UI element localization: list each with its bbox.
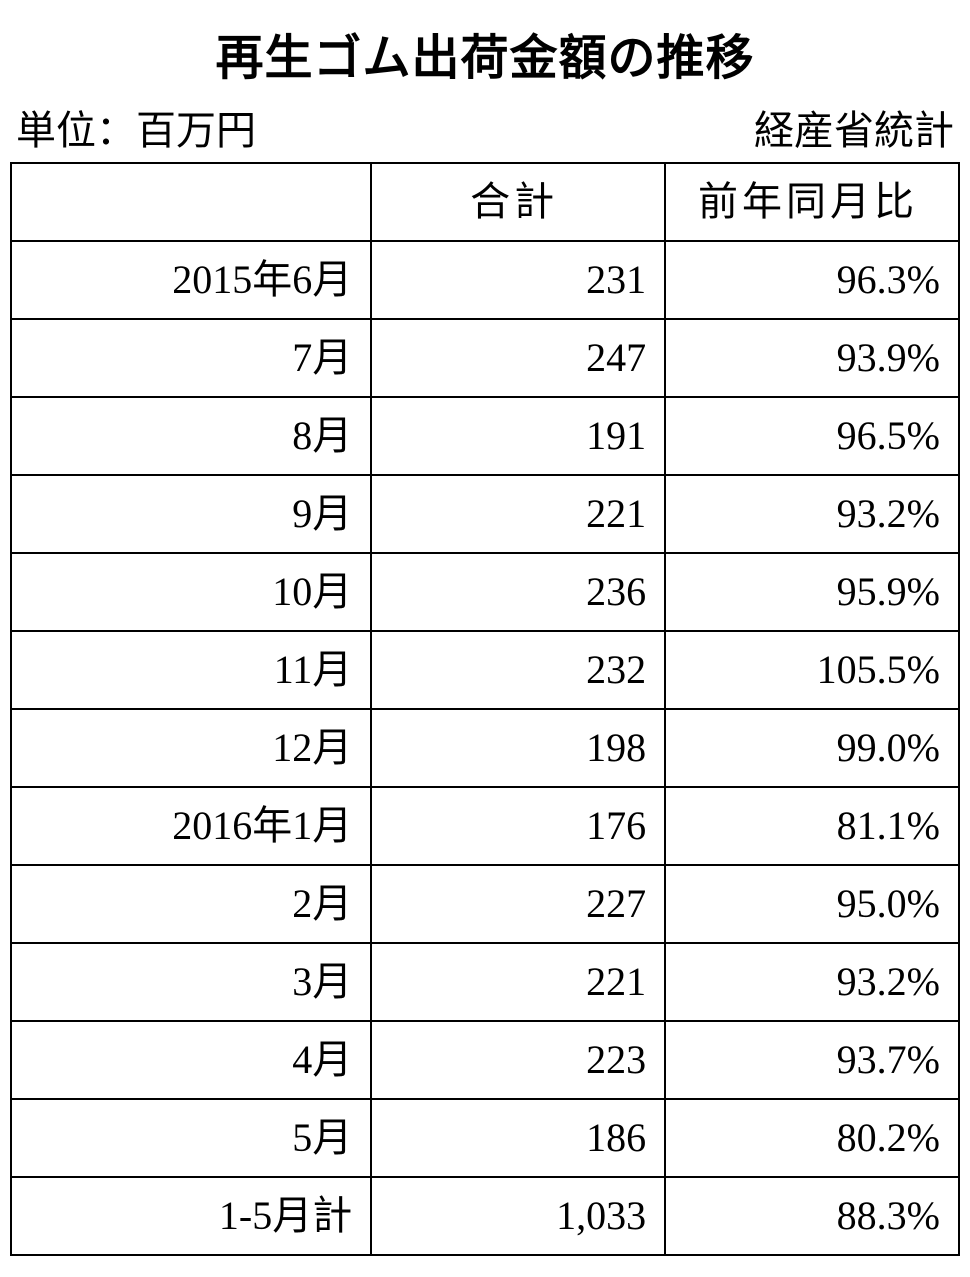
cell-total: 191 bbox=[371, 397, 665, 475]
cell-yoy: 105.5% bbox=[665, 631, 959, 709]
table-row: 3月22193.2% bbox=[11, 943, 959, 1021]
cell-total: 227 bbox=[371, 865, 665, 943]
table-row: 10月23695.9% bbox=[11, 553, 959, 631]
cell-total: 223 bbox=[371, 1021, 665, 1099]
cell-period: 5月 bbox=[11, 1099, 371, 1177]
cell-yoy: 81.1% bbox=[665, 787, 959, 865]
cell-total: 198 bbox=[371, 709, 665, 787]
table-row: 4月22393.7% bbox=[11, 1021, 959, 1099]
page-title: 再生ゴム出荷金額の推移 bbox=[10, 18, 960, 88]
table-header-row: 合計 前年同月比 bbox=[11, 163, 959, 241]
table-row: 8月19196.5% bbox=[11, 397, 959, 475]
page: 再生ゴム出荷金額の推移 単位：百万円 経産省統計 合計 前年同月比 2015年6… bbox=[0, 0, 970, 1266]
cell-yoy: 96.3% bbox=[665, 241, 959, 319]
col-header-period bbox=[11, 163, 371, 241]
cell-period: 3月 bbox=[11, 943, 371, 1021]
table-row: 2015年6月23196.3% bbox=[11, 241, 959, 319]
cell-yoy: 96.5% bbox=[665, 397, 959, 475]
table-row: 12月19899.0% bbox=[11, 709, 959, 787]
table-row: 7月24793.9% bbox=[11, 319, 959, 397]
cell-yoy: 93.2% bbox=[665, 943, 959, 1021]
cell-period: 8月 bbox=[11, 397, 371, 475]
cell-yoy: 93.9% bbox=[665, 319, 959, 397]
cell-period: 2月 bbox=[11, 865, 371, 943]
table-row: 2016年1月17681.1% bbox=[11, 787, 959, 865]
cell-period: 12月 bbox=[11, 709, 371, 787]
cell-period: 1-5月計 bbox=[11, 1177, 371, 1255]
cell-yoy: 95.9% bbox=[665, 553, 959, 631]
table-body: 2015年6月23196.3%7月24793.9%8月19196.5%9月221… bbox=[11, 241, 959, 1255]
table-row: 1-5月計1,03388.3% bbox=[11, 1177, 959, 1255]
cell-total: 236 bbox=[371, 553, 665, 631]
cell-yoy: 88.3% bbox=[665, 1177, 959, 1255]
cell-total: 247 bbox=[371, 319, 665, 397]
cell-total: 186 bbox=[371, 1099, 665, 1177]
cell-yoy: 80.2% bbox=[665, 1099, 959, 1177]
cell-yoy: 93.2% bbox=[665, 475, 959, 553]
cell-yoy: 95.0% bbox=[665, 865, 959, 943]
cell-period: 10月 bbox=[11, 553, 371, 631]
data-table: 合計 前年同月比 2015年6月23196.3%7月24793.9%8月1919… bbox=[10, 162, 960, 1256]
table-row: 9月22193.2% bbox=[11, 475, 959, 553]
cell-total: 221 bbox=[371, 475, 665, 553]
cell-period: 9月 bbox=[11, 475, 371, 553]
col-header-total: 合計 bbox=[371, 163, 665, 241]
source-label: 経産省統計 bbox=[754, 98, 954, 156]
table-row: 11月232105.5% bbox=[11, 631, 959, 709]
cell-total: 231 bbox=[371, 241, 665, 319]
col-header-yoy: 前年同月比 bbox=[665, 163, 959, 241]
cell-period: 7月 bbox=[11, 319, 371, 397]
cell-total: 1,033 bbox=[371, 1177, 665, 1255]
cell-total: 232 bbox=[371, 631, 665, 709]
cell-total: 221 bbox=[371, 943, 665, 1021]
cell-period: 2015年6月 bbox=[11, 241, 371, 319]
unit-label: 単位：百万円 bbox=[16, 98, 256, 156]
table-row: 5月18680.2% bbox=[11, 1099, 959, 1177]
subtitle-row: 単位：百万円 経産省統計 bbox=[10, 98, 960, 162]
cell-period: 2016年1月 bbox=[11, 787, 371, 865]
cell-period: 4月 bbox=[11, 1021, 371, 1099]
cell-period: 11月 bbox=[11, 631, 371, 709]
cell-yoy: 93.7% bbox=[665, 1021, 959, 1099]
table-row: 2月22795.0% bbox=[11, 865, 959, 943]
cell-total: 176 bbox=[371, 787, 665, 865]
cell-yoy: 99.0% bbox=[665, 709, 959, 787]
